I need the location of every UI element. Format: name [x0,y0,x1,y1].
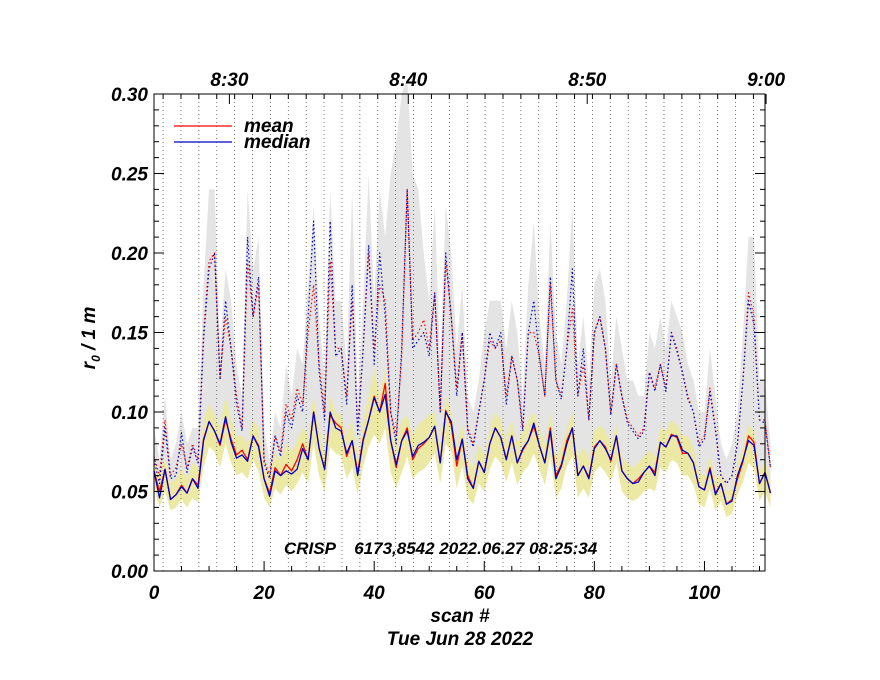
top-time-label: 8:40 [389,70,427,91]
axes: 0 20 40 60 80 100 0.00 0.05 0.10 0.15 0.20 0.25 0.30… [111,70,786,604]
y-tick-label: 0.05 [111,483,148,504]
x-axis-label: scan # [430,606,490,627]
instrument-annotation: CRISP 6173,8542 2022.06.27 08:25:34 [284,539,598,558]
y-axis-label-unit: / 1 m [79,307,100,356]
date-label: Tue Jun 28 2022 [387,629,534,650]
y-tick-label: 0.20 [111,244,148,265]
x-tick-label: 0 [149,583,160,604]
legend-label-median: median [244,132,311,153]
x-tick-label: 20 [253,583,276,604]
top-time-label: 8:50 [568,70,606,91]
median-lower-line [153,393,772,505]
y-tick-label: 0.15 [111,324,148,345]
x-tick-label: 80 [584,583,606,604]
legend-label-mean: mean [244,116,294,137]
axis-labels: r0 / 1 m scan # Tue Jun 28 2022 CRISP 61… [79,307,598,650]
top-time-label: 9:00 [747,70,785,91]
x-tick-label: 40 [363,583,386,604]
y-axis-label-r: r [79,360,100,369]
gray-spread-band [154,78,771,500]
x-tick-label: 100 [689,583,721,604]
y-axis-label-subscript: 0 [89,355,103,362]
y-tick-label: 0.00 [111,562,148,583]
y-tick-label: 0.25 [111,165,148,186]
x-tick-label: 60 [474,583,496,604]
y-tick-label: 0.30 [111,85,148,106]
median-upper-line [153,188,772,485]
y-tick-label: 0.10 [111,403,148,424]
series-lines [153,188,772,505]
top-time-label: 8:30 [210,70,248,91]
y-axis-label: r0 / 1 m [79,307,103,370]
